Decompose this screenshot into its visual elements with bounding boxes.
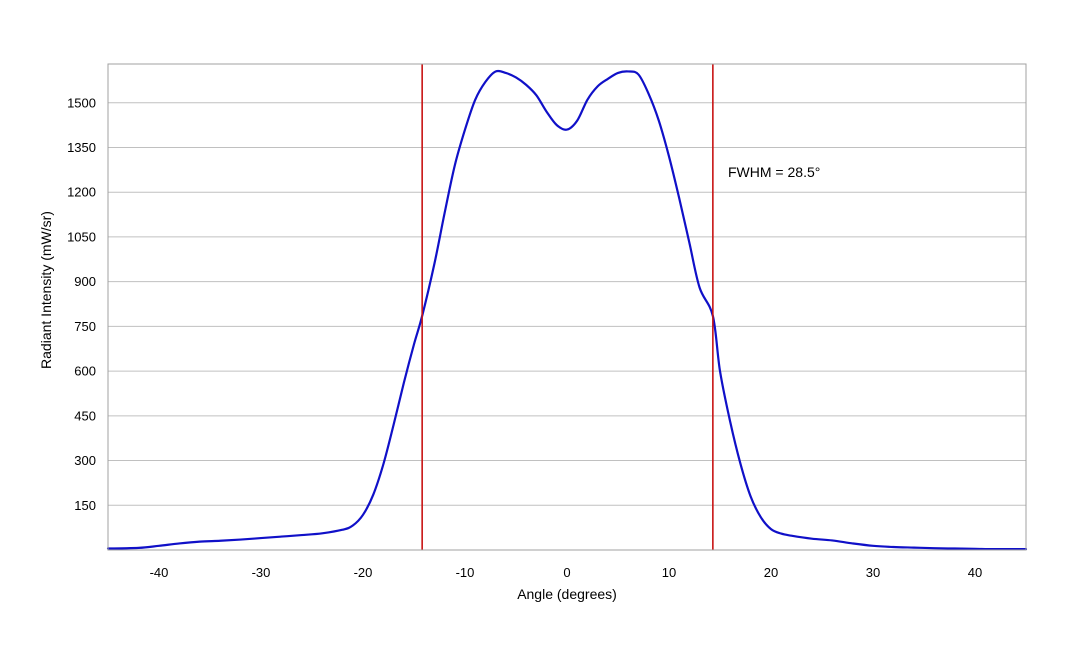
fwhm-annotation: FWHM = 28.5° (728, 164, 820, 180)
y-tick-label: 450 (74, 408, 96, 423)
y-tick-label: 1200 (67, 185, 96, 200)
x-tick-label: -20 (354, 565, 373, 580)
x-tick-label: -40 (150, 565, 169, 580)
y-tick-labels: 150 300 450 600 750 900 1050 1200 1350 1500 (67, 95, 96, 513)
x-axis-label: Angle (degrees) (517, 586, 617, 602)
fwhm-markers (421, 64, 714, 550)
x-tick-label: 0 (563, 565, 570, 580)
plot-frame (107, 63, 1027, 551)
y-tick-label: 1350 (67, 140, 96, 155)
y-tick-label: 300 (74, 453, 96, 468)
x-tick-labels: -40 -30 -20 -10 0 10 20 30 40 (150, 565, 983, 580)
y-tick-label: 600 (74, 364, 96, 379)
x-tick-label: 30 (866, 565, 880, 580)
gridlines (108, 102, 1026, 506)
y-tick-label: 1500 (67, 95, 96, 110)
y-tick-label: 150 (74, 498, 96, 513)
plot-background (108, 64, 1026, 550)
series-line (106, 69, 1028, 551)
x-tick-label: 10 (662, 565, 676, 580)
x-tick-label: -10 (456, 565, 475, 580)
x-tick-label: 20 (764, 565, 778, 580)
y-tick-label: 750 (74, 319, 96, 334)
y-axis-label: Radiant Intensity (mW/sr) (38, 211, 54, 369)
y-tick-label: 900 (74, 274, 96, 289)
y-tick-label: 1050 (67, 229, 96, 244)
x-tick-label: 40 (968, 565, 982, 580)
x-tick-label: -30 (252, 565, 271, 580)
